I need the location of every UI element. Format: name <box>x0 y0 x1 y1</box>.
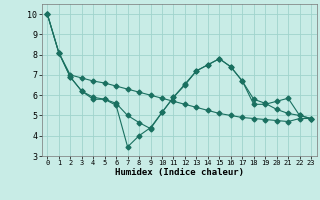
X-axis label: Humidex (Indice chaleur): Humidex (Indice chaleur) <box>115 168 244 177</box>
